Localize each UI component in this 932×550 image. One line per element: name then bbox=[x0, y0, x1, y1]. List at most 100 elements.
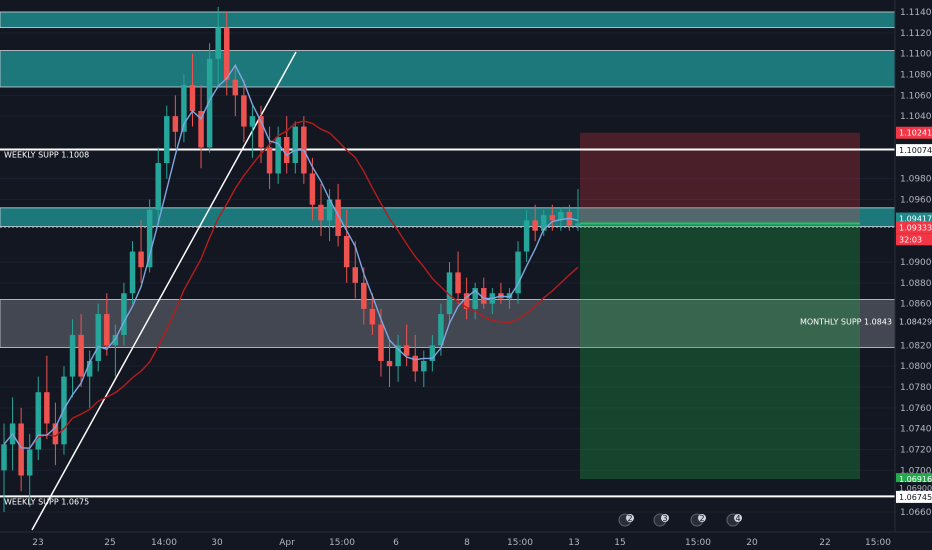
candle bbox=[352, 241, 358, 299]
target-partial-tag: 1.06900 bbox=[899, 484, 932, 493]
candle-body bbox=[35, 392, 42, 450]
candle-body bbox=[386, 360, 393, 367]
candle-body bbox=[249, 116, 256, 127]
price-tick-label: 1.10400 bbox=[900, 112, 932, 122]
candle bbox=[164, 105, 170, 179]
candle-body bbox=[575, 223, 581, 226]
candle-body bbox=[361, 282, 367, 309]
candle-body bbox=[44, 392, 50, 424]
candle bbox=[206, 43, 213, 153]
candle bbox=[155, 147, 161, 221]
moving-averages bbox=[3, 64, 579, 449]
candle bbox=[241, 79, 247, 143]
time-axis[interactable]: 23 25 14:00 30 Apr 15:00 6 8 15:00 13 15 15:00 20 22 1… bbox=[0, 531, 932, 550]
event-markers[interactable]: 2 3 2 4 bbox=[618, 513, 742, 527]
candle bbox=[386, 340, 393, 387]
short-position-tool[interactable] bbox=[580, 132, 860, 480]
current-price-tag-bg bbox=[896, 221, 932, 234]
weekly-support-label: WEEKLY SUPP 1.1008 bbox=[4, 151, 89, 160]
candle-body bbox=[215, 27, 221, 59]
stop-loss-area[interactable] bbox=[580, 132, 860, 224]
candle bbox=[189, 53, 196, 127]
event-count-bg bbox=[734, 514, 742, 522]
candle bbox=[121, 282, 127, 346]
candle bbox=[172, 95, 179, 148]
candle-body bbox=[369, 308, 376, 325]
target-price-tag: 1.06916 bbox=[899, 475, 932, 484]
monthly-level-tag: 1.08429 bbox=[899, 317, 932, 326]
candle bbox=[446, 262, 453, 325]
time-tick-label: 6 bbox=[393, 538, 399, 548]
candle-body bbox=[241, 95, 247, 127]
candle-body bbox=[326, 199, 333, 221]
event-marker[interactable]: 3 bbox=[653, 513, 669, 527]
time-tick-label: 14:00 bbox=[151, 538, 177, 548]
time-tick-label: 15:00 bbox=[507, 538, 533, 548]
stop-price-tag-bg bbox=[896, 126, 932, 139]
time-tick-label: 22 bbox=[819, 538, 830, 548]
candle bbox=[540, 209, 547, 236]
candle bbox=[472, 282, 478, 320]
candle bbox=[575, 189, 581, 231]
stop-price-tag: 1.10241 bbox=[899, 129, 932, 138]
weekly-level-tag: 1.10074 bbox=[899, 146, 932, 155]
candle bbox=[532, 204, 538, 242]
candle bbox=[78, 314, 84, 387]
candle-body bbox=[181, 84, 187, 132]
candle bbox=[369, 293, 376, 335]
candle-body bbox=[69, 334, 76, 377]
candle bbox=[395, 334, 401, 382]
price-tick-label: 1.07800 bbox=[900, 383, 932, 393]
candle bbox=[283, 116, 290, 174]
candle bbox=[18, 407, 24, 492]
time-tick-label: 20 bbox=[746, 538, 758, 548]
trendline[interactable] bbox=[31, 51, 297, 531]
candle bbox=[318, 183, 324, 236]
candle bbox=[455, 251, 461, 304]
candle-body bbox=[455, 272, 461, 294]
price-tick-label: 1.10600 bbox=[900, 91, 932, 101]
take-profit-area[interactable] bbox=[580, 223, 860, 480]
event-marker[interactable]: 2 bbox=[690, 513, 706, 527]
candle-body bbox=[146, 209, 153, 268]
candle-body bbox=[86, 360, 93, 377]
candle bbox=[138, 220, 144, 283]
candle-body bbox=[472, 288, 478, 309]
event-marker[interactable]: 4 bbox=[726, 513, 742, 527]
candle-body bbox=[112, 334, 119, 346]
candle bbox=[232, 64, 239, 117]
candle-body bbox=[549, 215, 556, 221]
price-axis[interactable]: 1.11400 1.11200 1.11000 1.10800 1.10600 1.104… bbox=[894, 0, 932, 550]
candle-body bbox=[429, 345, 436, 361]
candle-body bbox=[438, 314, 444, 346]
price-tick-label: 1.09800 bbox=[900, 175, 932, 185]
time-tick-label: 15:00 bbox=[685, 538, 711, 548]
countdown-tag: 32:03 bbox=[899, 235, 922, 244]
candle-body bbox=[138, 251, 144, 268]
event-marker[interactable]: 2 bbox=[618, 513, 634, 527]
candle bbox=[292, 121, 299, 174]
ascending-trendline[interactable] bbox=[31, 51, 297, 531]
price-tick-label: 1.07600 bbox=[900, 404, 932, 414]
candle bbox=[181, 74, 187, 143]
candle-body bbox=[172, 116, 179, 132]
candle-body bbox=[343, 235, 350, 268]
price-tick-label: 1.06600 bbox=[900, 508, 932, 518]
candle bbox=[421, 350, 427, 387]
event-count-bg bbox=[626, 514, 634, 522]
price-tick-label: 1.09600 bbox=[900, 196, 932, 206]
candle bbox=[146, 199, 153, 273]
candle-body bbox=[421, 360, 427, 372]
weekly-support-label: WEEKLY SUPP 1.0675 bbox=[4, 497, 89, 506]
candle-body bbox=[395, 345, 401, 367]
candle-body bbox=[164, 116, 170, 164]
candle-body bbox=[18, 423, 24, 476]
candle-body bbox=[78, 334, 84, 377]
candle-body bbox=[26, 449, 33, 476]
time-tick-label: 25 bbox=[104, 538, 115, 548]
event-count: 2 bbox=[627, 514, 632, 523]
zone-top-tag: 1.09417 bbox=[899, 215, 932, 224]
candle bbox=[112, 324, 119, 377]
monthly-level-tag-bg bbox=[896, 315, 932, 328]
